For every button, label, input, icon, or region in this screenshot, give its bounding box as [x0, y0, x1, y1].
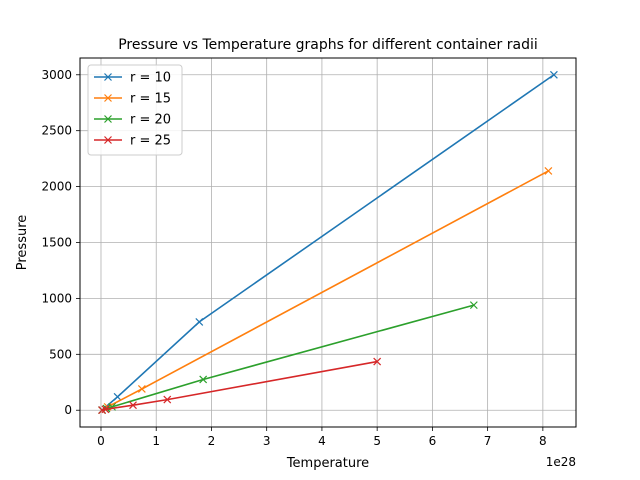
data-point-marker [101, 405, 110, 414]
y-tick-label: 2500 [41, 124, 72, 138]
x-axis-offset-label: 1e28 [546, 455, 576, 469]
legend-label: r = 15 [130, 92, 171, 107]
data-point-marker [195, 317, 204, 326]
legend-label: r = 20 [130, 113, 171, 128]
x-tick-label: 1 [152, 434, 160, 448]
x-tick-label: 2 [208, 434, 216, 448]
data-point-marker [129, 401, 137, 410]
data-point-marker [549, 70, 558, 79]
plot-series [98, 70, 558, 415]
legend-entry: r = 25 [94, 134, 171, 149]
y-tick-label: 2000 [41, 180, 72, 194]
x-tick-label: 4 [318, 434, 326, 448]
y-tick-label: 3000 [41, 68, 72, 82]
data-point-marker [137, 385, 146, 393]
x-tick-label: 6 [429, 434, 437, 448]
legend-label: r = 10 [130, 71, 171, 86]
data-point-marker [373, 357, 382, 366]
legend-box [87, 64, 183, 156]
legend-entry: r = 10 [94, 71, 171, 86]
y-tick-label: 0 [64, 403, 72, 417]
legend-label: r = 25 [130, 134, 171, 149]
chart-title: Pressure vs Temperature graphs for diffe… [118, 37, 538, 53]
x-tick-label: 7 [484, 434, 492, 448]
series-4 [98, 357, 382, 415]
x-tick-label: 5 [373, 434, 381, 448]
legend-entry: r = 15 [94, 92, 171, 107]
x-tick-label: 3 [263, 434, 271, 448]
data-point-marker [544, 167, 553, 175]
data-point-marker [199, 375, 208, 384]
y-tick-label: 500 [49, 347, 72, 361]
y-tick-label: 1000 [41, 291, 72, 305]
data-point-marker [113, 392, 122, 401]
x-tick-label: 8 [539, 434, 547, 448]
axis-ticks: 0 1 2 3 4 5 6 7 8 0 500 1000 1500 2000 2500 3000 [41, 68, 546, 448]
series-line [101, 74, 555, 411]
y-axis-label: Pressure [15, 215, 30, 271]
data-point-marker [469, 301, 478, 310]
x-axis-label: Temperature [286, 456, 369, 471]
legend: r = 10 r = 15 r = 20 r = 25 [87, 64, 183, 156]
y-tick-label: 1500 [41, 236, 72, 250]
x-tick-label: 0 [97, 434, 105, 448]
grid [80, 58, 576, 427]
legend-entry: r = 20 [94, 113, 171, 128]
data-point-marker [163, 395, 172, 404]
